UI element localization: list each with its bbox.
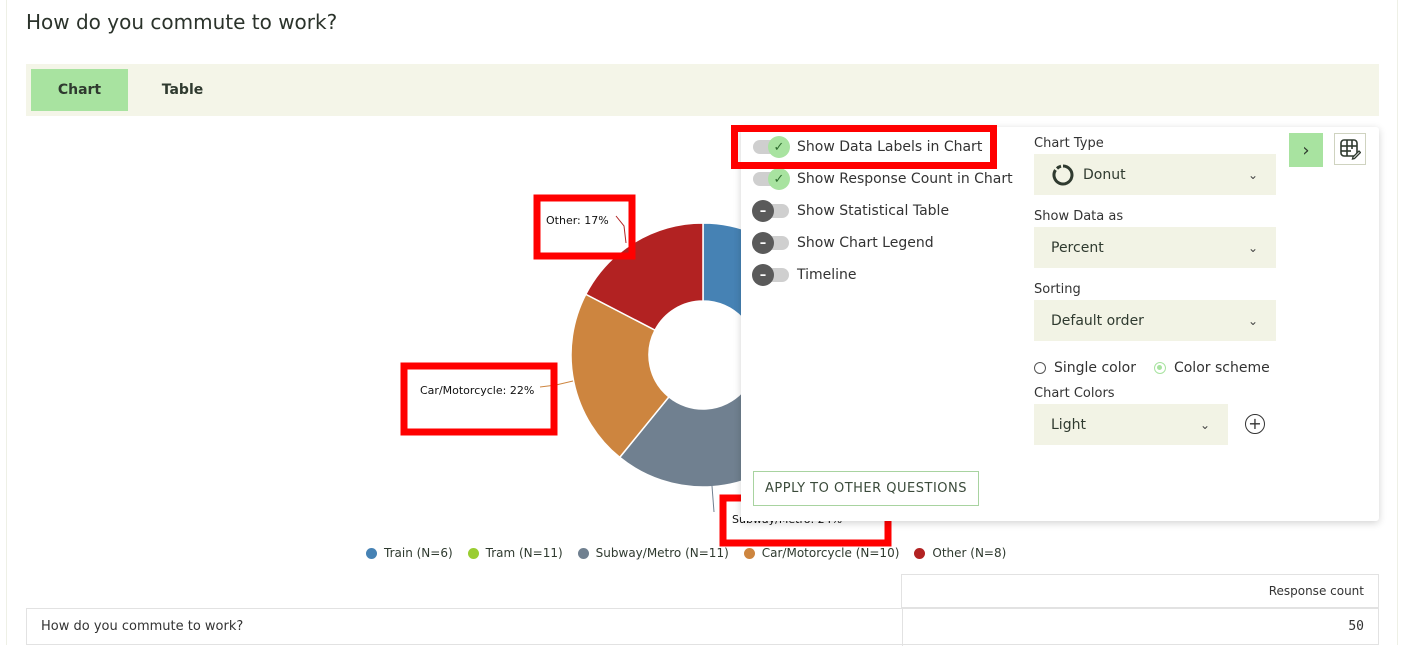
column-divider [902,609,903,646]
chevron-down-icon: ⌄ [1247,167,1258,182]
chart-colors-label: Chart Colors [1034,386,1115,401]
chart-type-label: Chart Type [1034,136,1104,151]
leader-line-other [615,215,627,244]
toggle-label: Show Response Count in Chart [797,171,1013,187]
tab-bar: Chart Table [26,64,1379,116]
legend-item[interactable]: Train (N=6) [366,545,453,561]
toggle-switch[interactable]: ✓ [753,168,790,190]
legend-label: Subway/Metro (N=11) [595,546,729,560]
legend-item[interactable]: Other (N=8) [914,545,1006,561]
chevron-right-icon: › [1302,139,1310,161]
highlight-box-data-label [400,362,558,436]
toggle-show-response-count[interactable]: ✓ Show Response Count in Chart [753,168,1013,190]
show-data-as-label: Show Data as [1034,209,1124,224]
toggle-switch[interactable]: – [752,200,789,222]
toggle-switch[interactable]: – [752,264,789,286]
legend-item[interactable]: Tram (N=11) [467,545,563,561]
data-label: Car/Motorcycle: 22% [420,384,534,397]
legend-label: Train (N=6) [384,546,453,560]
toggle-switch[interactable]: – [752,232,789,254]
add-color-button[interactable]: + [1245,414,1265,434]
toggle-label: Show Chart Legend [797,235,934,251]
table-edit-icon [1340,139,1361,160]
table-row: How do you commute to work? 50 [26,608,1379,646]
donut-slice-car-motorcycle[interactable] [570,293,670,459]
tab-chart[interactable]: Chart [31,69,128,111]
color-mode-radio-group: Single color Color scheme [1034,360,1270,376]
toggle-switch[interactable]: ✓ [753,136,790,158]
legend-swatch [577,547,589,559]
toggle-label: Show Statistical Table [797,203,950,219]
toggle-show-data-labels[interactable]: ✓ Show Data Labels in Chart [753,136,983,158]
apply-to-other-questions-button[interactable]: APPLY TO OTHER QUESTIONS [753,471,979,506]
color-scheme-radio[interactable] [1153,362,1166,374]
sorting-select[interactable]: Default order ⌄ [1034,300,1276,341]
row-question: How do you commute to work? [41,619,244,634]
sorting-label: Sorting [1034,282,1081,297]
collapse-panel-button[interactable]: › [1289,133,1323,167]
check-icon: ✓ [768,168,790,190]
toggle-label: Timeline [797,267,857,283]
minus-icon: – [752,232,774,254]
statistical-table: Response count How do you commute to wor… [26,574,1379,646]
legend-swatch [914,547,926,559]
response-count-header: Response count [901,574,1379,608]
legend-label: Car/Motorcycle (N=10) [761,546,900,560]
toggle-timeline[interactable]: – Timeline [752,264,857,286]
legend-label: Tram (N=11) [485,546,563,560]
minus-icon: – [752,264,774,286]
color-scheme-label: Color scheme [1173,360,1270,376]
show-data-as-select[interactable]: Percent ⌄ [1034,227,1276,268]
chart-colors-value: Light [1051,416,1086,433]
chevron-down-icon: ⌄ [1247,240,1258,255]
highlight-box-data-label [533,194,636,260]
row-response-count: 50 [1348,619,1364,634]
toggle-label: Show Data Labels in Chart [797,139,983,155]
chart-legend: Train (N=6) Tram (N=11) Subway/Metro (N=11… [366,545,1021,561]
check-icon: ✓ [768,136,790,158]
single-color-label: Single color [1054,360,1136,376]
single-color-radio[interactable] [1034,362,1046,374]
chart-type-value: Donut [1083,166,1126,183]
plus-icon: + [1248,414,1262,433]
legend-swatch [366,547,377,559]
chevron-down-icon: ⌄ [1199,417,1210,432]
legend-item[interactable]: Subway/Metro (N=11) [577,545,729,561]
chevron-down-icon: ⌄ [1247,313,1258,328]
tab-table[interactable]: Table [161,82,204,98]
data-label: Other: 17% [546,214,609,227]
legend-label: Other (N=8) [932,546,1007,560]
legend-item[interactable]: Car/Motorcycle (N=10) [743,545,900,561]
toggle-show-statistical-table[interactable]: – Show Statistical Table [752,200,950,222]
chart-colors-select[interactable]: Light ⌄ [1034,404,1228,445]
sorting-value: Default order [1051,312,1144,329]
highlight-box-data-labels-toggle [731,125,997,169]
chart-type-select[interactable]: Donut ⌄ [1034,154,1276,195]
minus-icon: – [752,200,774,222]
leader-line-subway [711,485,715,513]
table-edit-button[interactable] [1334,133,1366,165]
page-title: How do you commute to work? [26,10,338,34]
toggle-show-chart-legend[interactable]: – Show Chart Legend [752,232,934,254]
chart-settings-panel: ✓ Show Data Labels in Chart ✓ Show Respo… [741,127,1379,521]
legend-swatch [743,547,755,559]
donut-slice-other[interactable] [584,222,704,332]
legend-swatch [467,547,479,559]
show-data-as-value: Percent [1051,239,1104,256]
donut-icon [1052,164,1074,185]
